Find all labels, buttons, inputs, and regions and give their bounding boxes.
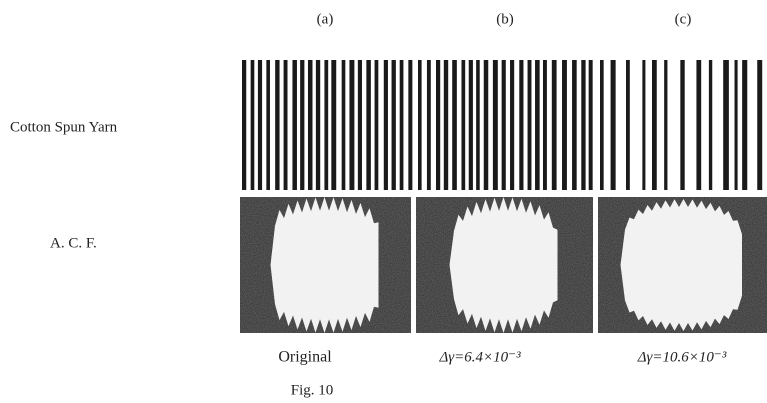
caption: Δγ=10.6×10⁻³ (637, 349, 727, 365)
caption: Δγ=6.4×10⁻³ (438, 349, 521, 365)
yarn-stripe (452, 60, 457, 190)
yarn-stripe (408, 60, 413, 190)
yarn-stripe (483, 60, 489, 190)
yarn-stripe (250, 60, 255, 190)
yarn-stripe (436, 60, 441, 190)
yarn-stripe (588, 60, 593, 190)
row-label: A. C. F. (50, 235, 97, 251)
yarn-stripe (468, 60, 473, 190)
yarn-stripe (283, 60, 288, 190)
yarn-stripe (535, 60, 540, 190)
yarn-stripe (527, 60, 532, 190)
yarn-stripe (242, 60, 247, 190)
column-label: (b) (496, 11, 514, 27)
yarn-stripe (357, 60, 362, 190)
yarn-stripe (374, 60, 379, 190)
yarn-stripe (391, 60, 396, 190)
yarn-stripe (266, 60, 270, 190)
yarn-stripe (300, 60, 305, 190)
yarn-stripe (366, 60, 371, 190)
yarn-stripe (626, 60, 630, 190)
yarn-stripe (399, 60, 404, 190)
caption: Original (278, 349, 332, 366)
yarn-stripe (581, 60, 586, 190)
yarn-stripe (664, 60, 668, 190)
yarn-stripe (331, 60, 337, 190)
acf-blob (620, 199, 742, 331)
yarn-stripe (418, 60, 422, 190)
yarn-stripe (542, 60, 547, 190)
yarn-stripe (383, 60, 388, 190)
yarn-stripe (461, 60, 466, 190)
row-label: Cotton Spun Yarn (10, 119, 118, 135)
yarn-stripe (492, 60, 498, 190)
yarn-stripe (501, 60, 506, 190)
yarn-stripe (572, 60, 577, 190)
yarn-stripe (510, 60, 515, 190)
yarn-stripe (476, 60, 480, 190)
yarn-stripe (292, 60, 297, 190)
yarn-stripe (426, 60, 431, 190)
yarn-stripe (443, 60, 449, 190)
yarn-stripe (696, 60, 702, 190)
yarn-stripe (562, 60, 567, 190)
yarn-stripe (349, 60, 355, 190)
yarn-stripe (610, 60, 616, 190)
figure-label: Fig. 10 (291, 382, 334, 398)
yarn-stripe (324, 60, 329, 190)
yarn-stripe (600, 60, 604, 190)
yarn-stripe (257, 60, 263, 190)
yarn-stripe (742, 60, 748, 190)
acf-blob (449, 197, 558, 333)
yarn-stripe (708, 60, 713, 190)
yarn-stripe (642, 60, 646, 190)
yarn-stripe (680, 60, 685, 190)
yarn-stripe (651, 60, 657, 190)
yarn-stripe (315, 60, 321, 190)
yarn-stripe (519, 60, 524, 190)
yarn-stripe (734, 60, 738, 190)
yarn-stripe (757, 60, 763, 190)
acf-blob (270, 197, 379, 333)
panels (240, 60, 767, 333)
yarn-stripe (307, 60, 313, 190)
yarn-stripe (341, 60, 346, 190)
yarn-stripe (551, 60, 557, 190)
yarn-stripe (275, 60, 280, 190)
yarn-stripe (723, 60, 729, 190)
column-label: (c) (675, 11, 692, 27)
column-label: (a) (317, 11, 334, 27)
